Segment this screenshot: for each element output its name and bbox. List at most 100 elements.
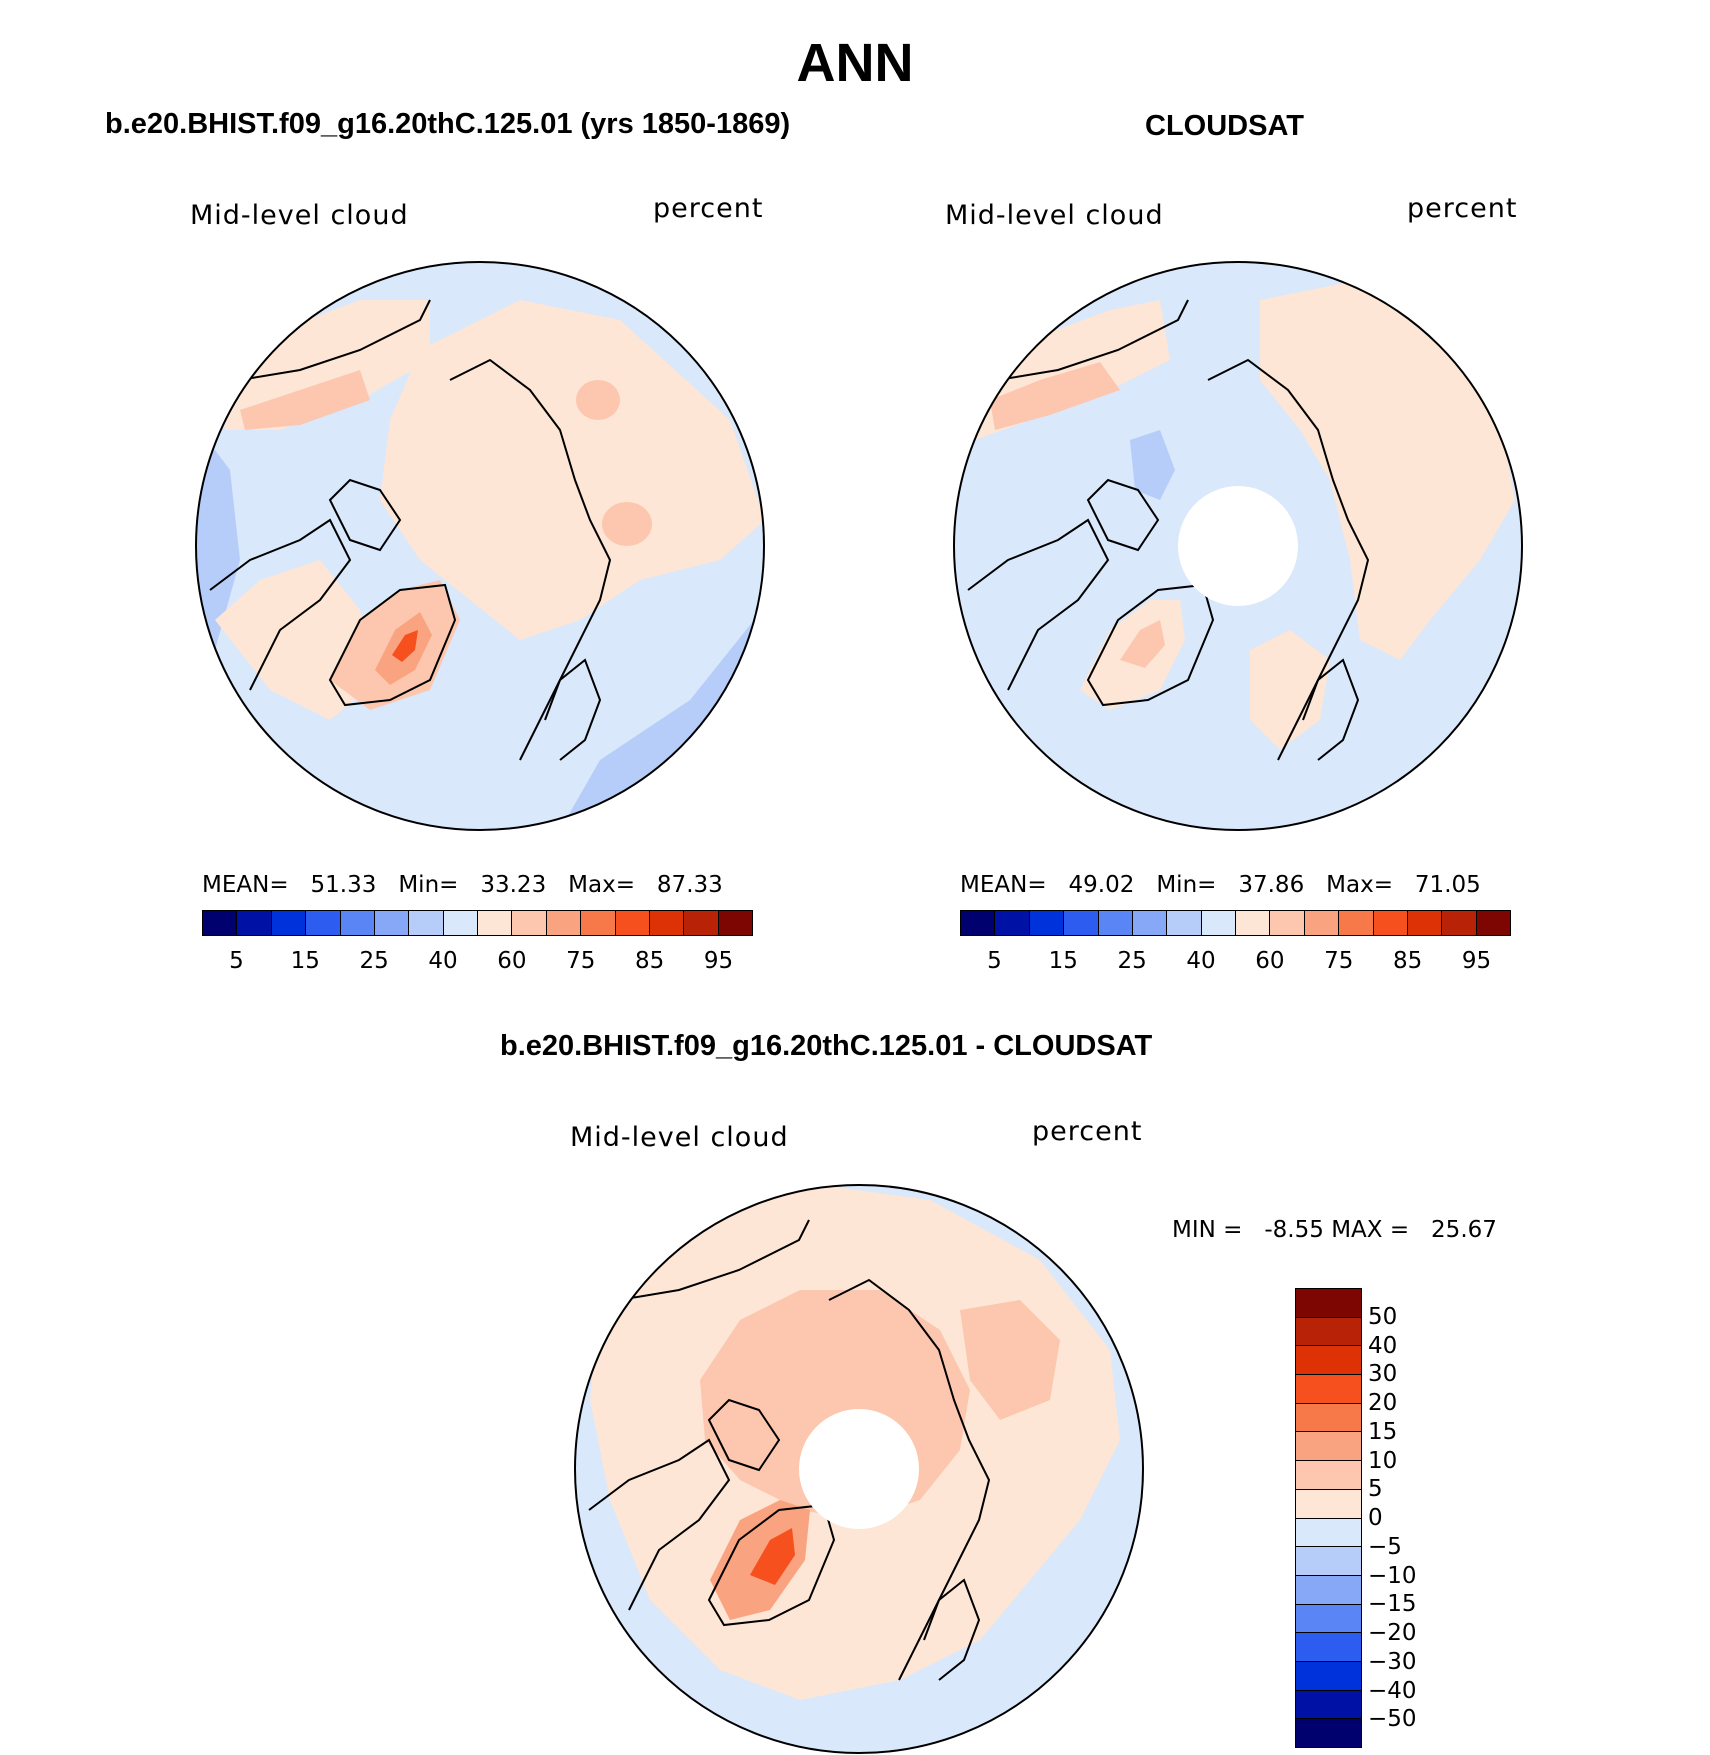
diff-units-label: percent (1032, 1116, 1143, 1147)
diff-colorbar-tick: 10 (1368, 1447, 1398, 1474)
diff-coastline-alaska (618, 1219, 810, 1301)
obs-max-value: 71.05 (1414, 872, 1481, 898)
model-alaska-cloud (220, 300, 430, 430)
model-min-value: 33.23 (480, 872, 547, 898)
obs-coastline-canada (967, 518, 1110, 691)
model-coastline-scandinavia (544, 658, 602, 761)
obs-colorbar-swatch (961, 911, 996, 935)
obs-units-label: percent (1407, 193, 1518, 224)
obs-colorbar-tick: 25 (1117, 948, 1147, 974)
model-colorbar-swatch (271, 911, 307, 935)
diff-variable-label: Mid-level cloud (570, 1122, 789, 1153)
obs-colorbar-ticks: 5 15 25 40 60 75 85 95 (960, 948, 1511, 978)
diff-colorbar-tick: −30 (1368, 1648, 1417, 1675)
model-colorbar-swatch (684, 911, 719, 935)
obs-eurasia-cloud (1260, 280, 1515, 660)
diff-colorbar-tick: −20 (1368, 1620, 1417, 1646)
model-colorbar-swatch (546, 911, 582, 935)
diff-coastline-archipelago (707, 1398, 781, 1472)
diff-colorbar-swatch (1296, 1289, 1361, 1318)
obs-colorbar-tick: 85 (1393, 948, 1423, 974)
model-mean-value: 51.33 (310, 872, 377, 898)
model-colorbar-tick: 75 (566, 948, 596, 974)
model-stats: MEAN= 51.33 Min= 33.23 Max= 87.33 (202, 872, 723, 898)
obs-colorbar-tick: 60 (1255, 948, 1285, 974)
model-alaska-high (240, 370, 370, 430)
diff-colorbar-tick: 15 (1368, 1418, 1398, 1445)
model-colorbar-swatch (718, 911, 752, 935)
diff-colorbar-tick: 5 (1368, 1476, 1383, 1503)
obs-min-value: 37.86 (1238, 872, 1305, 898)
diff-colorbar-swatch (1296, 1604, 1361, 1634)
diff-colorbar-tick: 0 (1368, 1505, 1383, 1531)
model-colorbar-tick: 15 (290, 948, 320, 974)
model-colorbar-tick: 40 (428, 948, 458, 974)
obs-colorbar-swatch (1098, 911, 1133, 935)
diff-colorbar-tick: −5 (1368, 1533, 1402, 1560)
obs-colorbar-swatch (1304, 911, 1340, 935)
model-colorbar-swatch (306, 911, 341, 935)
model-colorbar-swatch (409, 911, 444, 935)
obs-variable-label: Mid-level cloud (945, 200, 1164, 231)
obs-colorbar-swatch (1442, 911, 1477, 935)
diff-coastline-greenland (707, 1503, 836, 1627)
diff-colorbar-swatch (1296, 1461, 1361, 1490)
model-colorbar (202, 910, 753, 936)
model-mean-label: MEAN= (202, 872, 289, 898)
obs-greenland-high (1120, 620, 1165, 668)
model-colorbar-swatch (374, 911, 410, 935)
obs-colorbar-swatch (1201, 911, 1236, 935)
model-colorbar-swatch (581, 911, 616, 935)
obs-colorbar-swatch (1407, 911, 1443, 935)
model-max-value: 87.33 (656, 872, 723, 898)
obs-coastline-archipelago (1086, 478, 1160, 552)
model-greenland-max (392, 630, 418, 662)
diff-colorbar-swatch (1296, 1375, 1361, 1404)
obs-colorbar-tick: 75 (1324, 948, 1354, 974)
diff-colorbar-swatch (1296, 1432, 1361, 1462)
obs-colorbar-swatch (1476, 911, 1510, 935)
model-colorbar-swatch (203, 911, 238, 935)
diff-colorbar-swatch (1296, 1633, 1361, 1662)
model-coastline-greenland (328, 583, 457, 707)
obs-mean-value: 49.02 (1068, 872, 1135, 898)
diff-colorbar-tick: −15 (1368, 1591, 1417, 1618)
obs-stats: MEAN= 49.02 Min= 37.86 Max= 71.05 (960, 872, 1481, 898)
obs-coastline-greenland (1086, 583, 1215, 707)
model-colorbar-swatch (615, 911, 650, 935)
obs-colorbar-tick: 95 (1461, 948, 1492, 974)
diff-colorbar-swatch (1296, 1403, 1361, 1433)
model-colorbar-tick: 60 (497, 948, 527, 974)
diff-polar-gap (799, 1409, 919, 1529)
diff-colorbar-swatch (1296, 1719, 1361, 1747)
obs-min-label: Min= (1156, 872, 1217, 898)
model-colorbar-swatch (443, 911, 478, 935)
model-colorbar-swatch (649, 911, 685, 935)
model-variable-label: Mid-level cloud (190, 200, 409, 231)
diff-coastline-scandinavia (923, 1578, 981, 1681)
diff-colorbar-swatch (1296, 1661, 1361, 1691)
obs-colorbar-swatch (1236, 911, 1271, 935)
diff-colorbar-tick: −50 (1368, 1706, 1417, 1733)
diff-colorbar-swatch (1296, 1346, 1361, 1376)
obs-alaska-high (990, 362, 1120, 430)
model-colorbar-tick: 25 (359, 948, 389, 974)
model-colorbar-ticks: 5 15 25 40 60 75 85 95 (202, 948, 753, 978)
model-coastline-canada (209, 518, 352, 691)
diff-colorbar-swatch (1296, 1317, 1361, 1347)
obs-colorbar-swatch (1064, 911, 1099, 935)
diff-colorbar-tick: −10 (1368, 1562, 1417, 1589)
diff-colorbar-swatch (1296, 1547, 1361, 1576)
obs-colorbar-swatch (1132, 911, 1168, 935)
obs-colorbar-swatch (995, 911, 1030, 935)
diff-map-border (574, 1184, 1144, 1754)
obs-archipelago-low (1130, 430, 1175, 500)
obs-colorbar-tick: 40 (1186, 948, 1216, 974)
obs-colorbar-swatch (1029, 911, 1065, 935)
diff-colorbar-tick: 20 (1368, 1390, 1398, 1416)
diff-colorbar-ticks: 50 40 30 20 15 10 5 0 −5 −10 −15 −20 −30 −40 −50 (1368, 1288, 1458, 1748)
diff-colorbar-swatch (1296, 1690, 1361, 1720)
model-map-border (195, 261, 765, 831)
model-colorbar-swatch (478, 911, 513, 935)
